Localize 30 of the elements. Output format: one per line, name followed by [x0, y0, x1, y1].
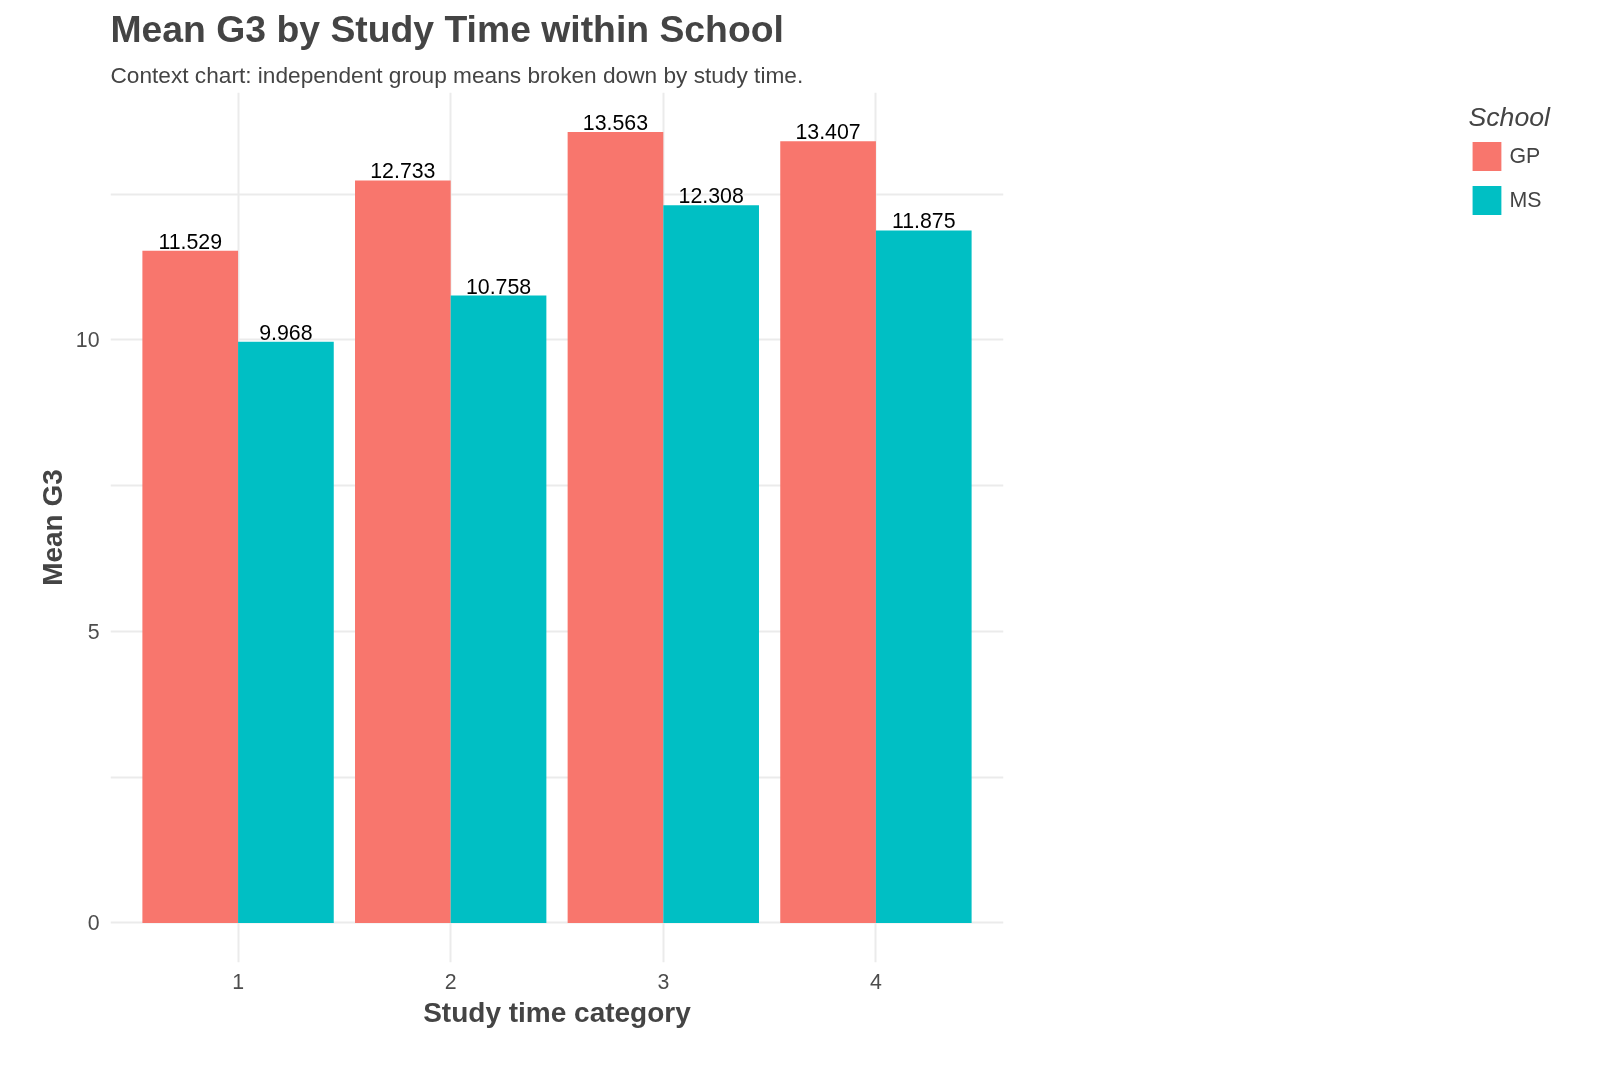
- bar: [663, 205, 759, 923]
- bar: [567, 132, 664, 923]
- data-label: 13.563: [582, 111, 649, 136]
- y-tick-label: 0: [87, 911, 100, 936]
- legend-label: GP: [1509, 143, 1541, 169]
- x-tick-label: 2: [444, 969, 457, 994]
- data-label: 11.875: [891, 209, 956, 234]
- data-label: 10.758: [465, 274, 532, 299]
- y-axis-title: Mean G3: [36, 469, 68, 586]
- data-label: 11.529: [158, 229, 223, 254]
- x-tick-label: 4: [870, 969, 882, 994]
- bar: [780, 141, 876, 923]
- chart-title: Mean G3 by Study Time within School: [110, 7, 784, 50]
- legend-title: School: [1468, 102, 1550, 133]
- bar: [450, 295, 547, 923]
- chart-subtitle: Context chart: independent group means broken down by study time.: [110, 61, 804, 88]
- bar: [142, 250, 239, 923]
- data-label: 9.968: [259, 320, 313, 345]
- bar: [238, 341, 334, 923]
- x-axis-title: Study time category: [423, 996, 692, 1028]
- x-tick-label: 1: [232, 969, 245, 994]
- y-tick-label: 5: [87, 619, 100, 644]
- data-label: 12.308: [678, 184, 744, 209]
- bar: [875, 230, 972, 923]
- bar: [355, 180, 451, 923]
- x-tick-label: 3: [657, 969, 670, 994]
- y-tick-label: 10: [75, 328, 100, 353]
- data-label: 12.733: [370, 159, 436, 184]
- legend-label: MS: [1509, 187, 1542, 213]
- data-label: 13.407: [795, 120, 861, 145]
